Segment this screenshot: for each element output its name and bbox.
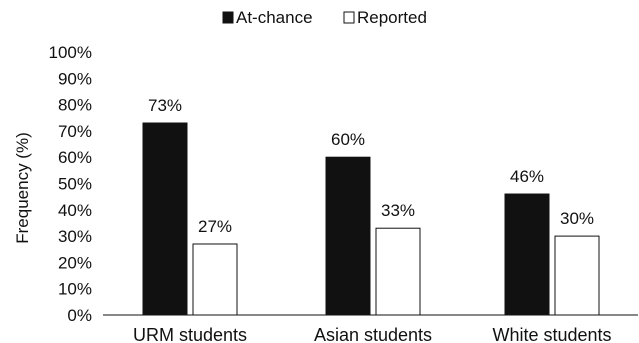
legend-label: At-chance <box>236 8 313 27</box>
bars <box>142 122 600 316</box>
data-label: 33% <box>381 201 415 220</box>
y-tick-label: 20% <box>58 253 92 272</box>
legend-label: Reported <box>357 8 427 27</box>
bar-reported-1 <box>192 243 238 316</box>
y-axis-title: Frequency (%) <box>13 132 32 243</box>
bar-reported-3 <box>554 235 600 316</box>
y-tick-label: 50% <box>58 175 92 194</box>
y-tick-label: 30% <box>58 227 92 246</box>
data-label: 30% <box>560 209 594 228</box>
bar-reported-2 <box>375 227 421 316</box>
legend: At-chance Reported <box>222 8 427 27</box>
data-label: 27% <box>198 217 232 236</box>
bar-at-chance-3 <box>504 193 550 316</box>
data-labels: 73% 27% 60% 33% 46% 30% <box>148 96 594 236</box>
y-tick-label: 80% <box>58 96 92 115</box>
legend-swatch <box>222 11 234 24</box>
category-labels: URM students Asian students White students <box>133 325 612 343</box>
y-tick-label: 100% <box>49 43 92 62</box>
data-label: 46% <box>510 167 544 186</box>
data-label: 73% <box>148 96 182 115</box>
x-category-label: Asian students <box>314 325 432 343</box>
y-axis-ticks: 0% 10% 20% 30% 40% 50% 60% 70% 80% 90% 100% <box>49 43 92 325</box>
y-tick-label: 10% <box>58 280 92 299</box>
y-tick-label: 0% <box>67 306 92 325</box>
y-tick-label: 60% <box>58 148 92 167</box>
bar-at-chance-1 <box>142 122 188 316</box>
bar-at-chance-2 <box>325 156 371 316</box>
legend-swatch <box>343 11 355 24</box>
y-tick-label: 70% <box>58 122 92 141</box>
data-label: 60% <box>331 130 365 149</box>
x-category-label: White students <box>492 325 611 343</box>
y-tick-label: 90% <box>58 69 92 88</box>
x-category-label: URM students <box>133 325 247 343</box>
y-tick-label: 40% <box>58 201 92 220</box>
